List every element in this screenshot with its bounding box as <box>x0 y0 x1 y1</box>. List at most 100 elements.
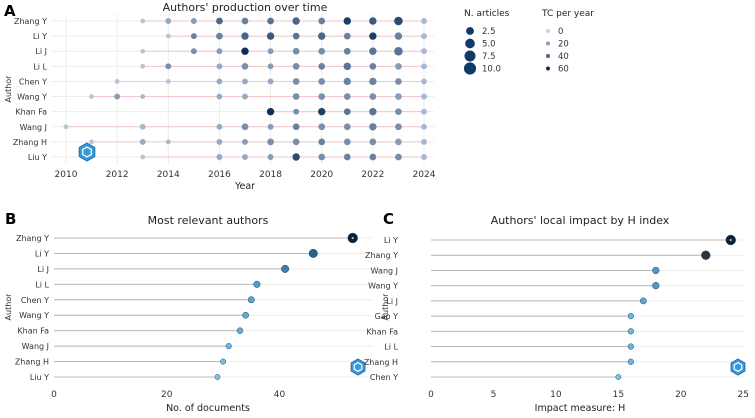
point-a <box>369 138 377 146</box>
point-a <box>369 77 377 86</box>
point-a <box>292 138 300 146</box>
x-tick-label-a: 2014 <box>157 170 180 180</box>
point-a <box>394 16 403 26</box>
point-a <box>267 63 274 70</box>
point-highlight-b <box>351 236 354 240</box>
point-a <box>266 32 275 40</box>
point-a <box>395 108 402 116</box>
point-a <box>318 93 326 100</box>
point-a <box>343 77 351 86</box>
y-tick-label-c: Zhang Y <box>365 251 398 260</box>
y-tick-label-b: Wang J <box>22 342 49 351</box>
logo-icon-a <box>78 142 96 162</box>
point-a <box>140 18 146 24</box>
point-a <box>318 32 326 40</box>
point-a <box>318 47 326 55</box>
point-a <box>292 47 300 55</box>
logo-icon-c-inner <box>733 361 743 373</box>
point-b <box>225 343 232 350</box>
legend-title-size: N. articles <box>464 9 510 19</box>
chart-title-a: Authors' production over time <box>163 1 328 14</box>
point-c <box>701 250 711 260</box>
legend-size-marker <box>463 62 477 75</box>
point-c <box>627 328 634 335</box>
y-tick-label-b: Zhang H <box>15 358 49 367</box>
x-tick-label-a: 2010 <box>55 170 78 180</box>
x-tick-label-a: 2024 <box>413 170 436 180</box>
x-tick-label-c: 20 <box>675 390 687 400</box>
y-tick-label-c: Li J <box>386 297 398 306</box>
point-a <box>216 93 223 100</box>
point-a <box>343 32 351 40</box>
point-a <box>292 123 300 131</box>
legend-color-marker <box>546 41 550 46</box>
x-tick-label-c: 15 <box>613 390 624 400</box>
point-a <box>369 107 377 116</box>
y-tick-label-c: Wang Y <box>368 282 398 291</box>
y-axis-label-c: Author <box>381 293 390 321</box>
point-c <box>627 313 634 320</box>
logo-icon-b-inner <box>353 361 363 373</box>
point-a <box>267 138 274 146</box>
y-tick-label-c: Chen Y <box>370 373 398 382</box>
point-a <box>292 78 300 85</box>
panel-label-a: A <box>4 2 16 20</box>
point-a <box>216 63 223 70</box>
point-a <box>395 153 402 161</box>
point-b <box>281 264 290 273</box>
point-a <box>421 48 427 55</box>
x-tick-label-c: 5 <box>491 390 497 400</box>
point-b <box>242 311 249 319</box>
x-axis-label-b: No. of documents <box>166 403 250 414</box>
legend-color-marker <box>546 54 550 58</box>
point-a <box>318 78 326 85</box>
point-a <box>343 93 351 100</box>
y-tick-label-b: Li Y <box>35 249 49 258</box>
point-a <box>241 17 249 25</box>
point-a <box>421 93 427 100</box>
point-a <box>369 62 377 70</box>
point-a <box>140 48 146 54</box>
point-a <box>267 48 274 55</box>
y-tick-label-a: Li L <box>33 62 47 71</box>
point-a <box>89 139 94 145</box>
point-a <box>318 107 326 116</box>
point-a <box>242 78 248 85</box>
point-a <box>318 62 326 70</box>
point-c <box>652 266 660 275</box>
point-a <box>165 79 171 84</box>
legend-color-marker <box>546 29 550 33</box>
point-a <box>267 123 274 130</box>
point-a <box>318 138 326 146</box>
y-tick-label-a: Khan Fa <box>15 108 47 117</box>
y-tick-label-b: Zhang Y <box>16 234 49 243</box>
point-c <box>652 282 660 290</box>
point-a <box>421 78 427 85</box>
x-tick-label-a: 2016 <box>208 170 231 180</box>
y-tick-label-a: Liu Y <box>28 153 47 162</box>
point-highlight-c <box>729 238 732 242</box>
point-a <box>241 62 249 70</box>
point-a <box>369 93 377 100</box>
point-a <box>318 153 326 161</box>
point-a <box>369 153 377 161</box>
legend-color-label: 60 <box>558 65 569 75</box>
point-a <box>343 47 351 55</box>
logo-icon-b <box>350 358 366 376</box>
point-a <box>216 32 223 40</box>
point-a <box>242 154 248 160</box>
chart-title-c: Authors' local impact by H index <box>491 214 670 227</box>
point-a <box>421 33 427 40</box>
point-a <box>241 47 249 55</box>
legend-color-label: 0 <box>558 27 563 37</box>
y-tick-label-a: Li Y <box>33 32 47 41</box>
y-tick-label-a: Zhang H <box>13 138 47 147</box>
point-a <box>216 48 223 55</box>
point-a <box>190 33 197 40</box>
legend-size-marker <box>466 27 474 35</box>
point-b <box>214 374 221 380</box>
point-a <box>343 138 351 146</box>
point-a <box>216 123 223 130</box>
point-a <box>140 154 146 160</box>
point-a <box>267 17 274 25</box>
